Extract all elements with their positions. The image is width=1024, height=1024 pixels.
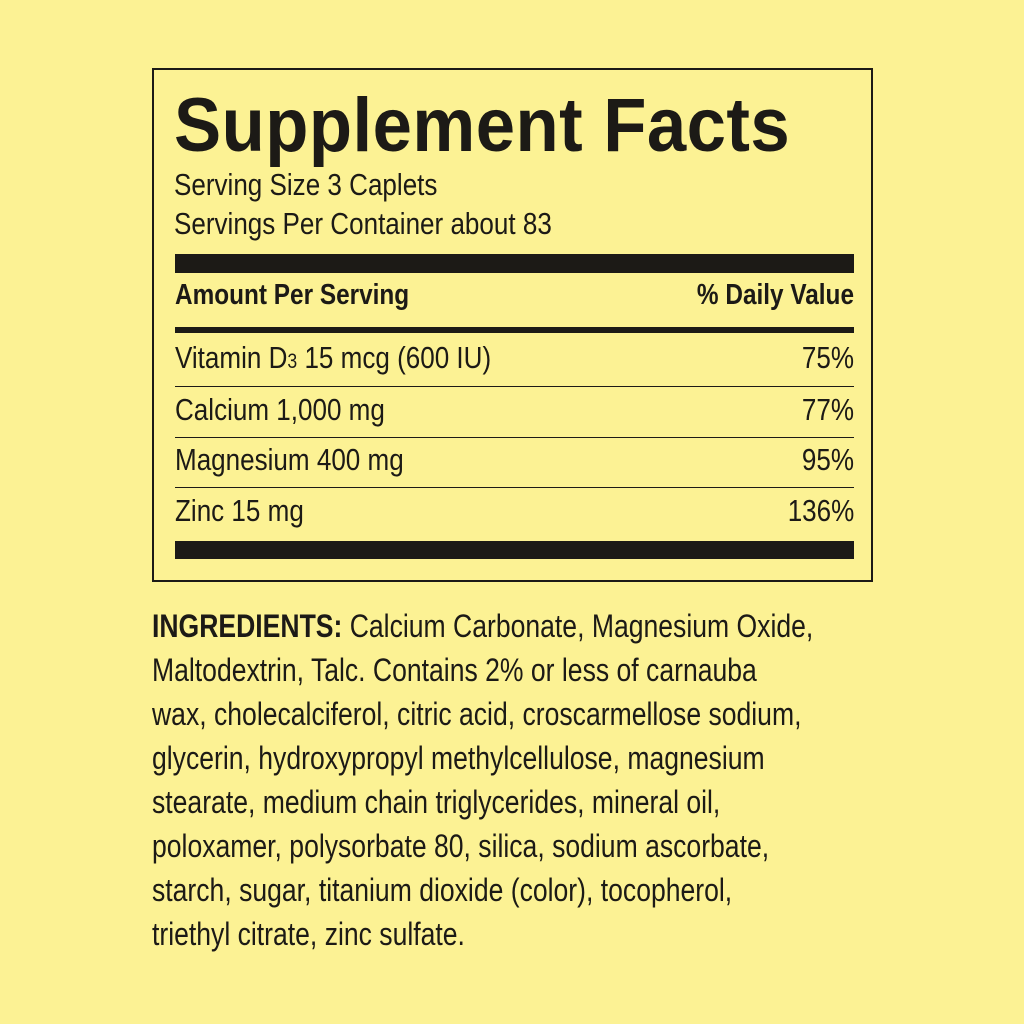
ingredients-line: stearate, medium chain triglycerides, mi…	[152, 784, 721, 820]
nutrient-name: Zinc 15 mg	[175, 493, 304, 528]
nutrient-daily-value: 136%	[787, 493, 854, 528]
ingredients-line: INGREDIENTS: Calcium Carbonate, Magnesiu…	[152, 608, 814, 644]
ingredients-line: glycerin, hydroxypropyl methylcellulose,…	[152, 740, 765, 776]
thick-divider	[175, 254, 854, 273]
row-divider	[175, 386, 854, 387]
ingredients-line: poloxamer, polysorbate 80, silica, sodiu…	[152, 828, 770, 864]
serving-size: Serving Size 3 Caplets	[174, 167, 438, 202]
thick-divider	[175, 541, 854, 559]
row-divider	[175, 437, 854, 438]
nutrient-name: Calcium 1,000 mg	[175, 392, 385, 427]
ingredients-line: triethyl citrate, zinc sulfate.	[152, 916, 465, 952]
ingredients-label: INGREDIENTS:	[152, 608, 343, 644]
header-amount-per-serving: Amount Per Serving	[175, 279, 410, 311]
panel-title: Supplement Facts	[174, 83, 791, 168]
supplement-facts-panel: Supplement Facts Serving Size 3 Caplets …	[152, 68, 873, 582]
nutrient-name: Magnesium 400 mg	[175, 442, 404, 477]
nutrient-daily-value: 77%	[801, 392, 854, 427]
ingredients-line: starch, sugar, titanium dioxide (color),…	[152, 872, 733, 908]
medium-divider	[175, 327, 854, 333]
nutrient-daily-value: 95%	[801, 442, 854, 477]
servings-per-container: Servings Per Container about 83	[174, 206, 552, 241]
ingredients-line: Maltodextrin, Talc. Contains 2% or less …	[152, 652, 757, 688]
header-daily-value: % Daily Value	[696, 279, 854, 311]
row-divider	[175, 487, 854, 488]
ingredients-line: wax, cholecalciferol, citric acid, crosc…	[152, 696, 802, 732]
nutrient-name: Vitamin D3 15 mcg (600 IU)	[175, 340, 492, 375]
nutrient-daily-value: 75%	[801, 340, 854, 375]
